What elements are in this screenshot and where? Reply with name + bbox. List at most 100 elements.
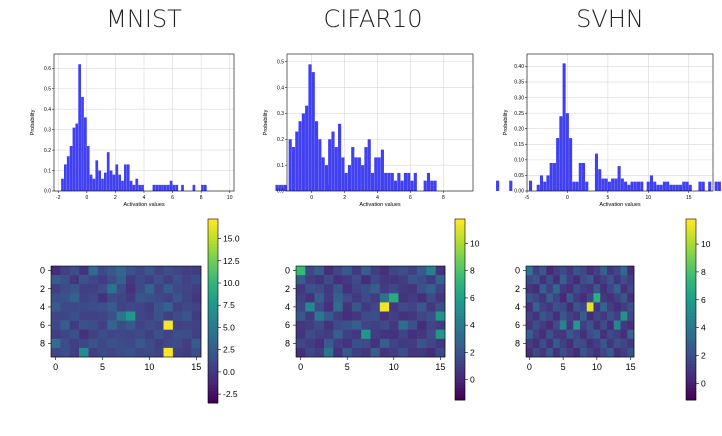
histogram-bar [433,180,437,191]
colorbar-segment [455,354,465,359]
colorbar-segment [455,342,465,347]
heatmap-cell [69,275,80,285]
y-tick-label: 0.5 [44,86,51,92]
heatmap-cell [144,266,155,276]
heatmap-cell [351,275,362,285]
histogram-bar [78,64,81,191]
heatmap-cell [370,284,381,294]
histogram-bar [308,64,312,191]
histogram-bar [370,172,375,191]
histogram-bar [344,172,348,191]
histogram-bar [611,178,615,191]
histogram-bar [298,121,302,191]
heatmap-cell [305,329,315,340]
histogram-bar [528,180,533,191]
cifar10-heatmap: 0 5 10 15 0 2 4 6 8 0 2 4 6 8 10 [285,218,480,401]
y-tick-label: 0 [515,266,520,276]
histogram-bar [86,146,90,191]
heatmap-cell [593,338,601,349]
heatmap-cell [580,338,588,349]
heatmap-cell [60,284,71,294]
heatmap-cell [323,320,334,330]
colorbar-tick-label: 7.5 [223,300,235,310]
heatmap-cell [126,302,136,312]
heatmap-cell [314,284,325,294]
histogram-bar [430,180,434,191]
histogram-bar [121,180,124,191]
colorbar-segment [208,271,218,275]
colorbar-segment [455,336,465,341]
colorbar-segment [455,393,465,398]
colorbar-segment [686,252,696,256]
colorbar-segment [686,282,696,286]
colorbar-segment [208,268,218,272]
histogram-bar [192,184,196,191]
heatmap-cell [182,347,192,358]
heatmap-cell [333,347,343,358]
histogram-bar [403,172,408,191]
cifar10-histogram: 0 2 4 6 8 0.0 0.1 0.2 0.3 0.4 0.5 Activation values… [263,53,533,208]
histogram-bar [413,172,417,191]
heatmap-cell [407,275,418,285]
colorbar-segment [455,243,465,247]
histogram-bar [496,180,500,191]
heatmap-cell [526,320,534,330]
colorbar-segment [208,326,218,330]
histogram-bar [354,157,358,191]
heatmap-cell [163,329,174,340]
histogram-bar [64,164,67,191]
heatmap-cell [613,293,621,303]
heatmap-cell [154,284,164,294]
heatmap-cell [613,320,621,330]
histogram-bar [112,174,116,191]
histogram-bar [653,181,657,191]
heatmap-cell [342,338,353,349]
colorbar-segment [686,222,696,226]
histogram-bar [688,184,692,191]
histogram-bar [539,175,544,191]
colorbar-segment [455,345,465,350]
heatmap-cell [620,275,628,285]
histogram-bar [321,157,325,191]
heatmap-cell [526,347,534,358]
heatmap-cell [593,293,601,303]
heatmap-cell [573,293,581,303]
histogram-bar [275,184,279,191]
heatmap-cell [435,338,446,349]
heatmap-cell [566,311,574,321]
colorbar-segment [208,390,218,395]
heatmap-cell [559,347,567,358]
heatmap-cell [620,338,628,349]
heatmap-cell [607,311,615,321]
colorbar-segment [686,291,696,295]
colorbar-tick-label: 0.0 [223,367,235,377]
heatmap-cell [154,320,164,330]
heatmap-cell [627,338,635,349]
heatmap-cell [546,293,554,303]
heatmap-cell [60,329,71,340]
x-tick-label: 5 [100,362,105,372]
colorbar-segment [208,307,218,312]
heatmap-cell [172,302,183,312]
heatmap-cell [163,266,174,276]
colorbar-segment [208,314,218,318]
heatmap-cell [573,302,581,312]
heatmap-cell [296,302,306,312]
title-svhn: SVHN [576,5,644,33]
heatmap-cell [580,266,588,276]
colorbar-segment [455,303,465,307]
colorbar-segment [208,240,218,244]
histogram-bar [717,181,721,191]
svhn-histogram: -5 0 5 10 15 0.00 0.05 0.10 0.15 0.20 0.25 0.30 0.35… [503,53,721,208]
histogram-bar [328,139,332,191]
heatmap-cell [553,266,561,276]
heatmap-cell [135,320,146,330]
y-tick-label: 8 [40,338,45,348]
heatmap-cell [620,293,628,303]
colorbar-segment [208,369,218,373]
heatmap-cell [613,284,621,294]
colorbar-segment [208,399,218,404]
histogram-bar [393,180,398,191]
colorbar-segment [455,330,465,335]
heatmap-cell [559,302,567,312]
